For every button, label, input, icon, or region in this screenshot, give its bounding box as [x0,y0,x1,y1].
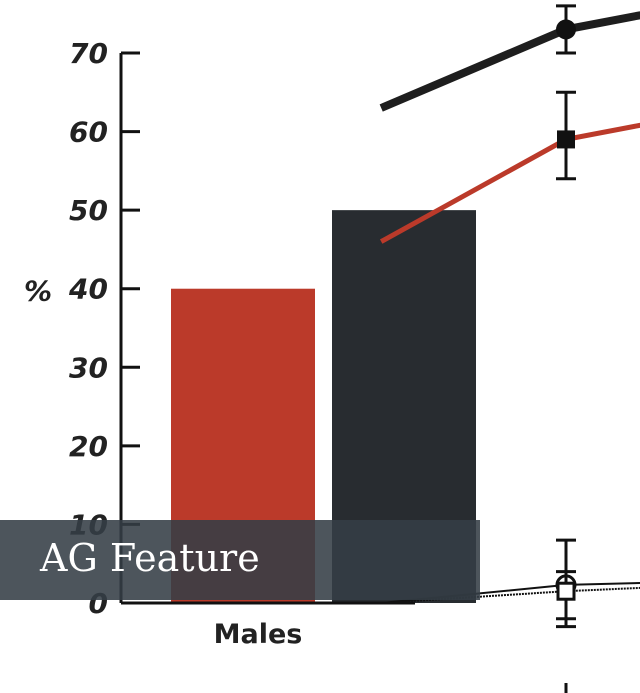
y-tick-label-7: 70 [69,37,108,70]
y-tick-label-5: 50 [69,194,108,227]
y-axis-label: % [24,275,52,308]
marker-circle [556,19,576,40]
category-label-0: Males [214,619,303,650]
marker-square [557,130,575,149]
feature-banner[interactable]: AG Feature [0,520,480,600]
series-line-0 [379,11,640,112]
y-tick-label-4: 40 [68,273,108,306]
marker-open-square [556,581,576,601]
y-tick-label-3: 30 [69,351,108,384]
y-tick-label-6: 60 [69,116,108,149]
banner-text: AG Feature [40,536,260,580]
series-line-1 [379,122,640,244]
y-tick-label-2: 20 [69,430,108,463]
